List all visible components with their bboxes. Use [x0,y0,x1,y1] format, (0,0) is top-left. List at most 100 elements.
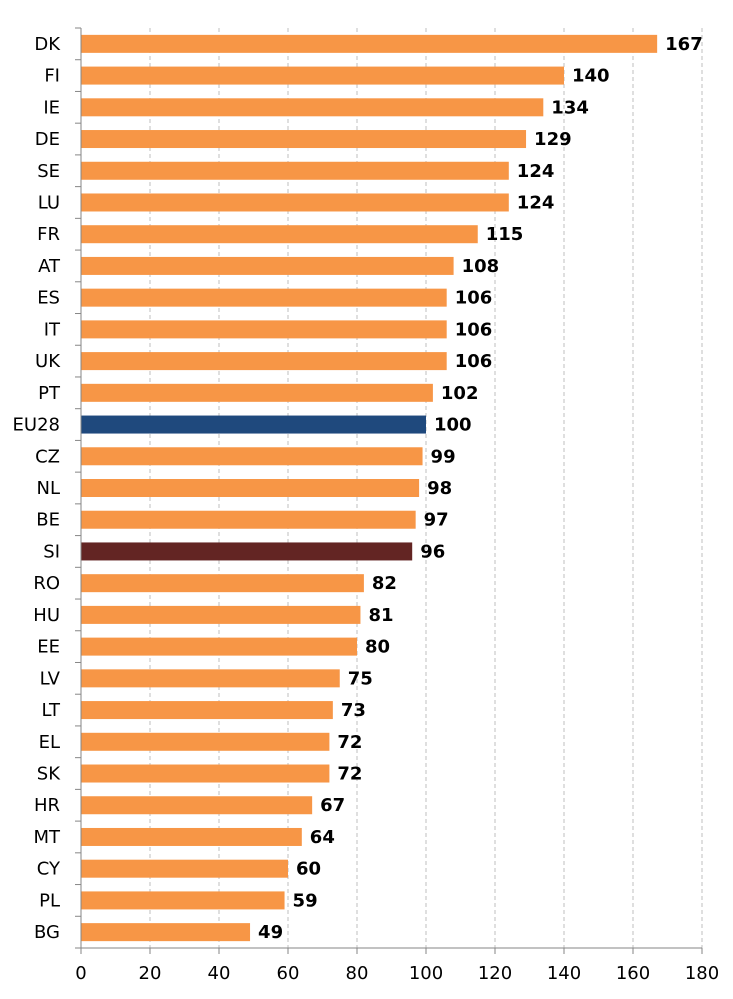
category-label-mt: MT [33,827,61,848]
bar-de [81,130,527,149]
category-label-it: IT [44,319,61,340]
category-label-cz: CZ [35,446,60,467]
value-label-it: 106 [455,319,493,340]
bar-lt [81,701,333,720]
value-label-si: 96 [420,541,445,562]
bar-hr [81,796,313,815]
category-label-si: SI [43,541,60,562]
bar-uk [81,352,447,371]
value-label-el: 72 [337,732,362,753]
x-tick-label-120: 120 [478,963,512,984]
value-label-be: 97 [424,510,449,531]
bar-pl [81,891,285,910]
value-label-at: 108 [462,256,500,277]
value-label-lv: 75 [348,668,373,689]
value-label-ee: 80 [365,637,390,658]
category-label-sk: SK [37,764,61,785]
x-tick-label-180: 180 [685,963,719,984]
value-label-de: 129 [534,129,572,150]
category-label-pt: PT [38,383,61,404]
value-label-lt: 73 [341,700,366,721]
bars [81,34,658,942]
bar-ie [81,98,544,117]
value-label-mt: 64 [310,827,335,848]
bar-it [81,320,447,339]
value-label-bg: 49 [258,922,283,943]
bar-sk [81,764,330,783]
category-label-nl: NL [37,478,61,499]
x-tick-label-100: 100 [409,963,443,984]
value-label-cy: 60 [296,859,321,880]
category-label-ee: EE [37,637,60,658]
category-label-lu: LU [38,192,60,213]
category-label-be: BE [36,510,60,531]
x-tick-label-60: 60 [277,963,300,984]
bar-cy [81,859,288,878]
value-label-eu28: 100 [434,415,472,436]
category-label-lv: LV [40,668,61,689]
category-label-hu: HU [33,605,60,626]
category-label-bg: BG [34,922,60,943]
category-label-lt: LT [41,700,61,721]
bar-ro [81,574,364,593]
bar-lu [81,193,509,212]
value-label-lu: 124 [517,192,555,213]
category-label-fr: FR [37,224,60,245]
value-label-sk: 72 [337,764,362,785]
bar-si [81,542,413,561]
value-label-pt: 102 [441,383,479,404]
bar-bg [81,923,251,942]
value-label-es: 106 [455,288,493,309]
category-label-pl: PL [39,890,60,911]
value-label-ro: 82 [372,573,397,594]
bar-eu28 [81,415,426,434]
bar-hu [81,605,361,624]
value-label-pl: 59 [293,890,318,911]
value-label-se: 124 [517,161,555,182]
category-label-ie: IE [43,97,60,118]
x-tick-label-20: 20 [139,963,162,984]
bar-fi [81,66,564,85]
category-label-es: ES [37,288,60,309]
value-label-uk: 106 [455,351,493,372]
bar-fr [81,225,478,244]
value-label-nl: 98 [427,478,452,499]
category-label-hr: HR [34,795,60,816]
gridlines [149,28,703,948]
category-label-eu28: EU28 [13,415,60,436]
bar-es [81,288,447,307]
value-label-hu: 81 [368,605,393,626]
category-label-se: SE [37,161,60,182]
category-label-de: DE [35,129,60,150]
axes: 0 20 40 60 80 100 120 140 160 180 [75,27,719,984]
value-label-cz: 99 [431,446,456,467]
category-label-fi: FI [44,66,60,87]
category-label-ro: RO [33,573,60,594]
value-label-dk: 167 [665,34,703,55]
value-label-ie: 134 [551,97,589,118]
bar-ee [81,637,357,656]
x-tick-label-40: 40 [208,963,231,984]
x-tick-label-0: 0 [75,963,86,984]
bar-nl [81,479,420,497]
bar-cz [81,447,423,466]
x-tick-label-140: 140 [547,963,581,984]
bar-at [81,256,454,275]
bar-el [81,732,330,751]
category-label-el: EL [39,732,60,753]
category-label-dk: DK [34,34,61,55]
labels: DK 167 FI 140 IE 134 DE 129 SE 124 LU 124 FR 115 AT 108… [13,34,703,943]
x-tick-label-80: 80 [346,963,369,984]
bar-pt [81,383,433,402]
bar-dk [81,34,658,53]
bar-be [81,510,416,529]
value-label-hr: 67 [320,795,345,816]
category-label-uk: UK [35,351,61,372]
category-label-at: AT [38,256,61,277]
value-label-fi: 140 [572,66,610,87]
bar-mt [81,827,302,846]
x-tick-label-160: 160 [616,963,650,984]
bar-se [81,161,509,180]
category-label-cy: CY [37,859,61,880]
